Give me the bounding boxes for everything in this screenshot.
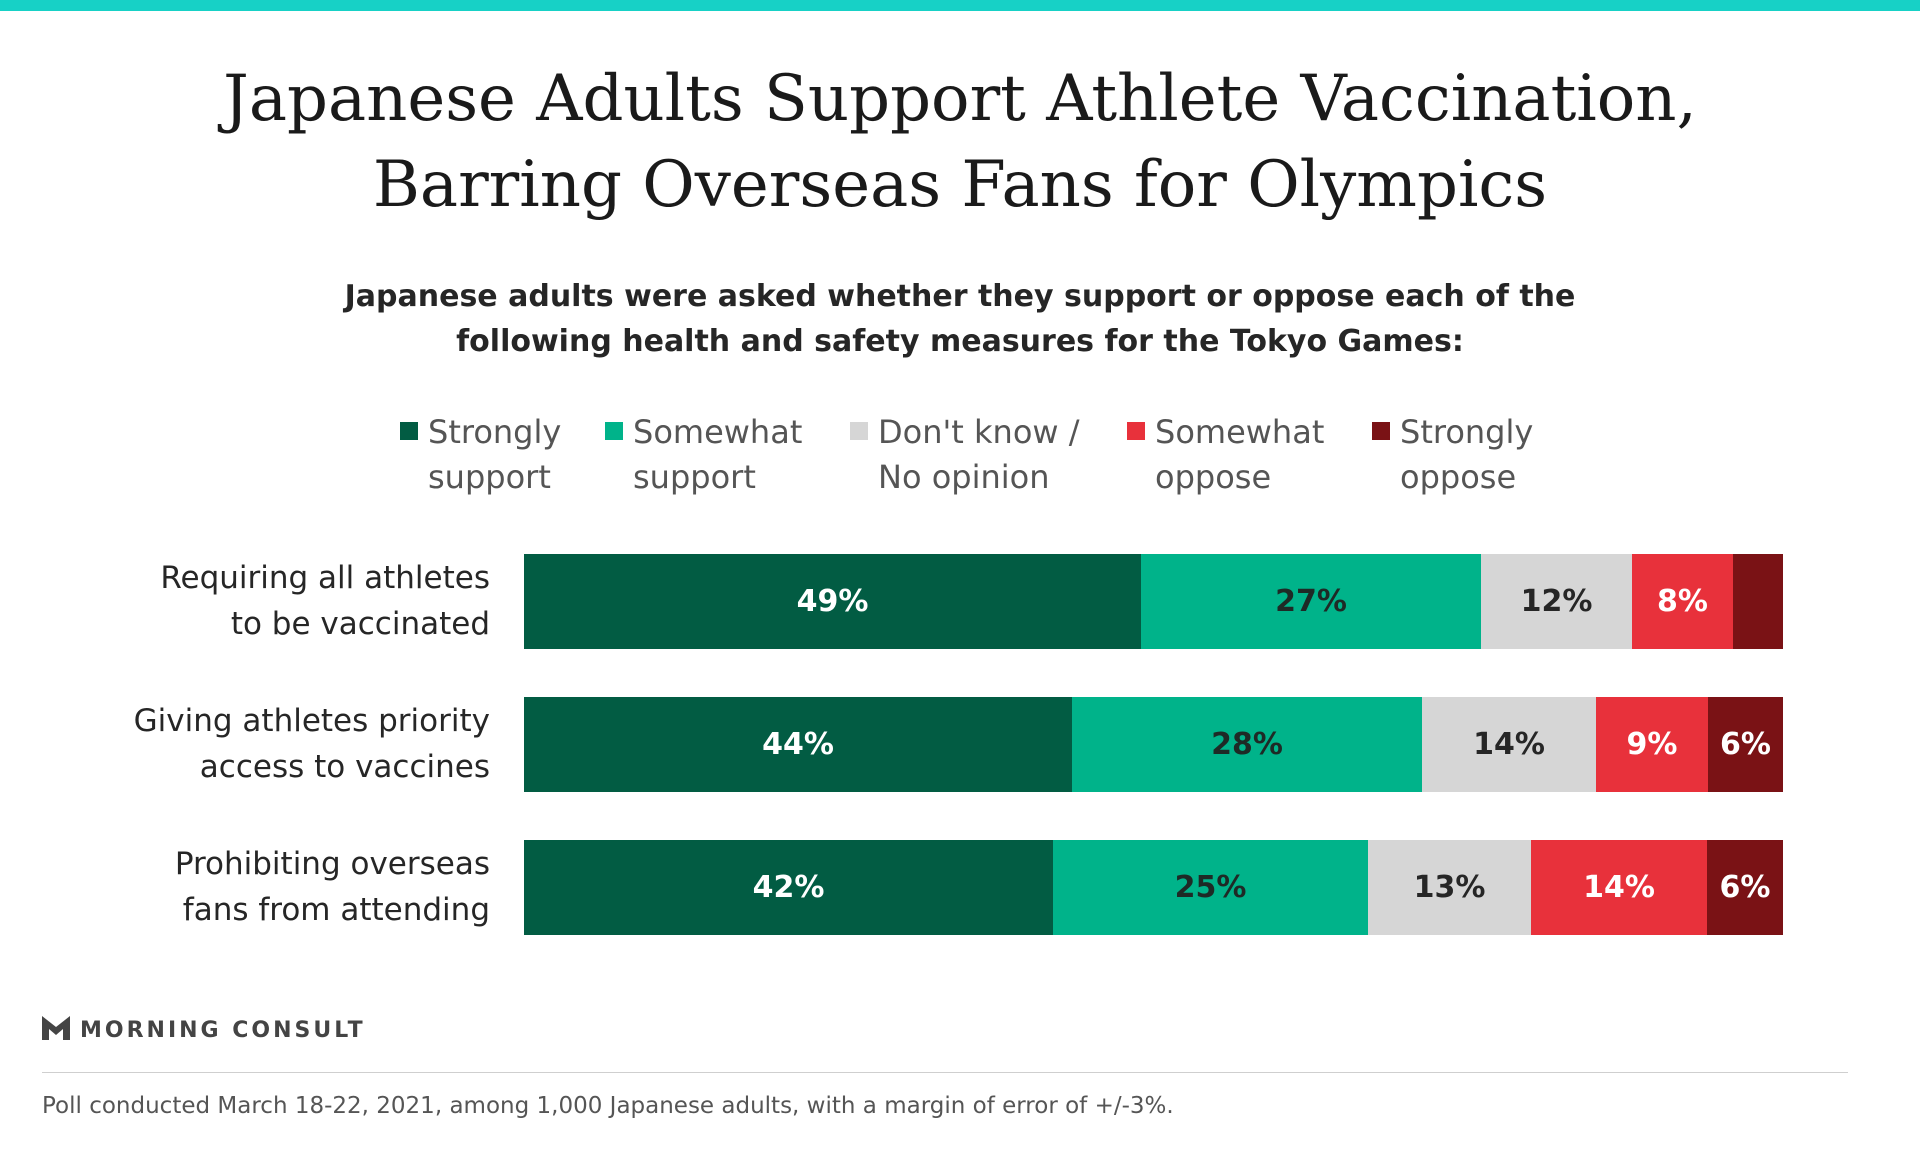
bar-segment-strongly-support (524, 554, 1141, 649)
bar-segment-strongly-oppose (1707, 840, 1783, 935)
bar-segment-strongly-oppose (1708, 697, 1783, 792)
data-label: 14% (1583, 870, 1655, 905)
bar-segment-dont-know (1368, 840, 1531, 935)
bar-segment-somewhat-support (1053, 840, 1368, 935)
data-label: 27% (1275, 584, 1347, 619)
category-label-line: access to vaccines (199, 749, 490, 785)
legend-label-line: Don't know / (878, 413, 1080, 451)
bar-segment-somewhat-support (1141, 554, 1481, 649)
data-label: 25% (1174, 870, 1247, 905)
category-label-line: Requiring all athletes (160, 560, 490, 596)
data-label: 14% (1473, 727, 1545, 762)
bar-segment-somewhat-oppose (1632, 554, 1733, 649)
stacked-bar-row: 42% 25% 13% 14% 6% (524, 840, 1783, 935)
data-label: 13% (1413, 870, 1486, 905)
category-label: Requiring all athletes to be vaccinated (0, 555, 490, 647)
data-label: 28% (1211, 727, 1283, 762)
category-label: Giving athletes priority access to vaccin… (0, 698, 490, 790)
data-label: 42% (752, 870, 825, 905)
chart-subtitle-line: Japanese adults were asked whether they … (344, 279, 1576, 314)
bar-segment-dont-know (1481, 554, 1632, 649)
legend-label: Strongly support (428, 410, 561, 500)
category-label: Prohibiting overseas fans from attending (0, 841, 490, 933)
footer-divider (42, 1072, 1848, 1073)
chart-subtitle: Japanese adults were asked whether they … (0, 274, 1920, 364)
bar-segment-somewhat-oppose (1531, 840, 1707, 935)
legend-label-line: No opinion (878, 458, 1050, 496)
legend-label: Don't know / No opinion (878, 410, 1080, 500)
chart-subtitle-line: following health and safety measures for… (456, 324, 1464, 359)
legend-label-line: oppose (1400, 458, 1517, 496)
data-label: 6% (1719, 870, 1771, 905)
category-label-line: fans from attending (182, 892, 490, 928)
morning-consult-logo-icon (42, 1016, 70, 1040)
bar-segment-somewhat-support (1072, 697, 1422, 792)
chart-title-line: Japanese Adults Support Athlete Vaccinat… (223, 62, 1697, 136)
category-label-line: to be vaccinated (230, 606, 490, 642)
legend-label-line: Somewhat (1155, 413, 1325, 451)
legend-label: Strongly oppose (1400, 410, 1533, 500)
legend-swatch (850, 422, 868, 440)
bar-segment-somewhat-oppose (1596, 697, 1708, 792)
bar-segment-strongly-support (524, 840, 1053, 935)
legend-label-line: support (633, 458, 756, 496)
legend-label-line: Strongly (1400, 413, 1534, 451)
legend-swatch (1127, 422, 1145, 440)
stacked-bar-row: 49% 27% 12% 8% (524, 554, 1783, 649)
brand-name: MORNING CONSULT (80, 1018, 366, 1043)
legend-label-line: oppose (1155, 458, 1272, 496)
bar-segment-strongly-support (524, 697, 1072, 792)
chart-legend: Strongly support Somewhat support Don't know… (0, 410, 1920, 510)
data-label: 49% (796, 584, 869, 619)
data-label: 12% (1520, 584, 1593, 619)
bar-segment-strongly-oppose (1733, 554, 1783, 649)
legend-label: Somewhat oppose (1155, 410, 1324, 500)
chart-title: Japanese Adults Support Athlete Vaccinat… (0, 56, 1920, 228)
data-label: 9% (1626, 727, 1678, 762)
top-accent-rule (0, 0, 1920, 11)
bar-segment-dont-know (1422, 697, 1596, 792)
legend-swatch (1372, 422, 1390, 440)
data-label: 8% (1657, 584, 1708, 619)
legend-swatch (400, 422, 418, 440)
brand-logo: MORNING CONSULT (42, 1016, 363, 1046)
stacked-bar-row: 44% 28% 14% 9% 6% (524, 697, 1783, 792)
data-label: 6% (1720, 727, 1771, 762)
legend-label: Somewhat support (633, 410, 802, 500)
category-label-line: Prohibiting overseas (174, 846, 490, 882)
category-label-line: Giving athletes priority (133, 703, 490, 739)
legend-swatch (605, 422, 623, 440)
legend-label-line: Strongly (428, 413, 562, 451)
data-label: 44% (762, 727, 834, 762)
legend-label-line: support (428, 458, 551, 496)
chart-title-line: Barring Overseas Fans for Olympics (372, 148, 1548, 222)
legend-label-line: Somewhat (633, 413, 803, 451)
footnote: Poll conducted March 18-22, 2021, among … (42, 1093, 1174, 1119)
